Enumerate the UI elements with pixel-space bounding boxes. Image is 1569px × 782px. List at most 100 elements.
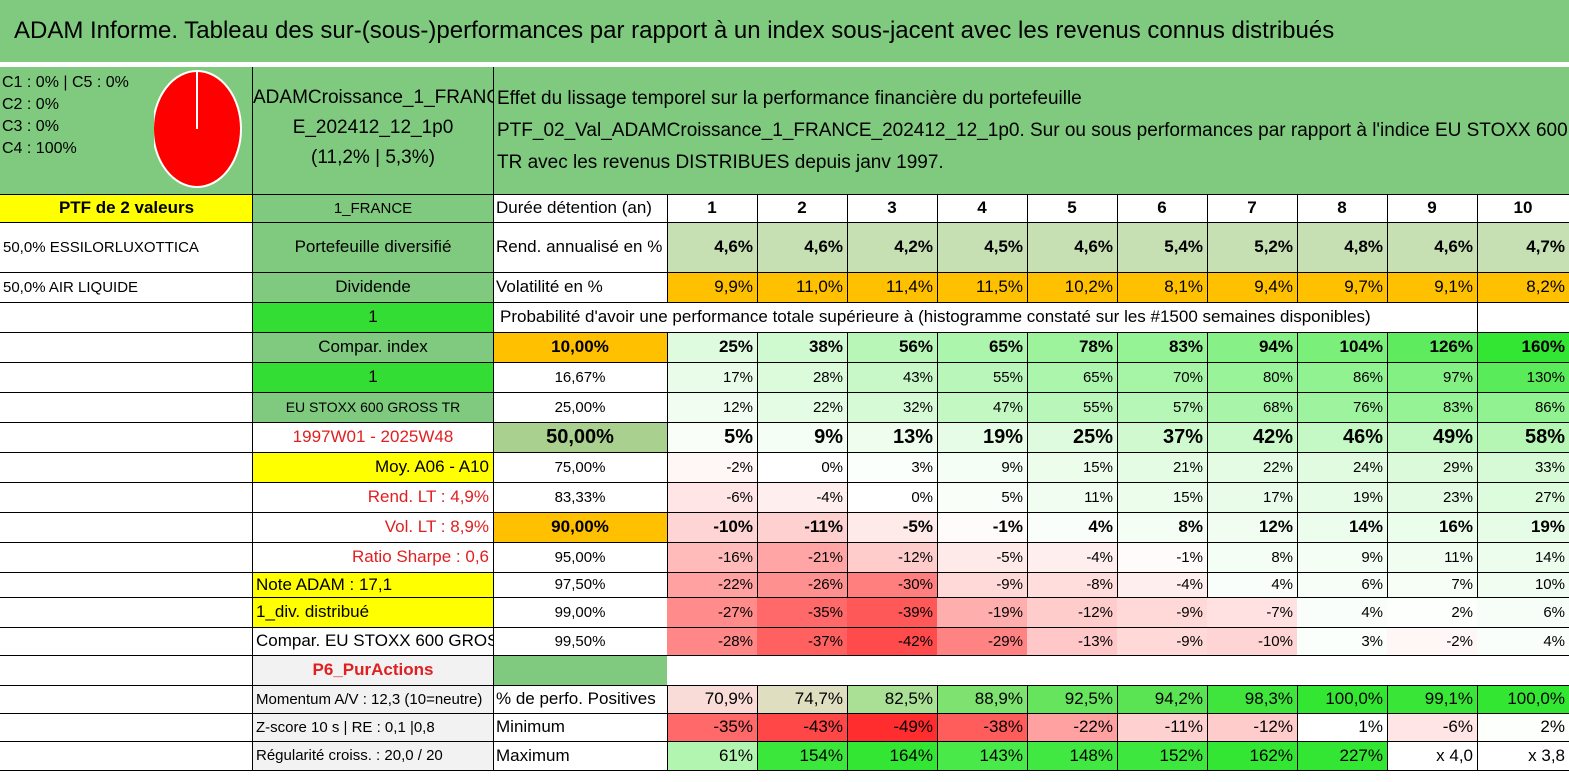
grid-line (0, 392, 1569, 393)
probability-value: -22% (667, 572, 757, 597)
probability-value: 86% (1297, 362, 1387, 392)
probability-value: -39% (847, 597, 937, 627)
probability-value: -4% (1117, 572, 1207, 597)
rend-value: 4,7% (1477, 222, 1569, 272)
maximum-value: 148% (1027, 741, 1117, 770)
probability-value: 10% (1477, 572, 1569, 597)
probability-value: 160% (1477, 332, 1569, 362)
maximum-value: x 4,0 (1387, 741, 1477, 770)
probability-value: 49% (1387, 422, 1477, 452)
header-band (0, 67, 1569, 194)
minimum-value: -35% (667, 713, 757, 741)
maximum-value: 162% (1207, 741, 1297, 770)
probability-value: -9% (937, 572, 1027, 597)
maximum-value: 164% (847, 741, 937, 770)
legend-c3: C3 : 0% (2, 118, 59, 135)
minimum-value: 2% (1477, 713, 1569, 741)
ptf-count-label: PTF de 2 valeurs (0, 194, 253, 222)
vol-value: 8,1% (1117, 272, 1207, 302)
probability-value: 7% (1387, 572, 1477, 597)
probability-value: -13% (1027, 627, 1117, 655)
probability-threshold: 95,00% (493, 542, 667, 572)
probability-value: 5% (937, 482, 1027, 512)
grid-line (757, 194, 758, 302)
diversifie-label: Portefeuille diversifié (253, 222, 493, 272)
probability-value: 97% (1387, 362, 1477, 392)
grid-line (0, 741, 1569, 742)
probability-value: 83% (1387, 392, 1477, 422)
legend-c1c5: C1 : 0% | C5 : 0% (2, 74, 129, 91)
probability-value: 8% (1207, 542, 1297, 572)
description-line2: PTF_02_Val_ADAMCroissance_1_FRANCE_20241… (497, 120, 1569, 141)
probability-value: -28% (667, 627, 757, 655)
probability-value: -8% (1027, 572, 1117, 597)
vol-value: 10,2% (1027, 272, 1117, 302)
minimum-label: Minimum (496, 717, 565, 736)
probability-value: 6% (1477, 597, 1569, 627)
probability-value: 27% (1477, 482, 1569, 512)
year-header: 6 (1157, 198, 1167, 217)
grid-line (757, 332, 758, 597)
legend-c4: C4 : 100% (2, 140, 77, 157)
probability-threshold: 10,00% (493, 332, 667, 362)
probability-value: -35% (757, 597, 847, 627)
grid-line (847, 685, 848, 770)
probability-value: 19% (937, 422, 1027, 452)
probability-value: -6% (667, 482, 757, 512)
rend-value: 4,2% (847, 222, 937, 272)
minimum-value: -11% (1117, 713, 1207, 741)
probability-value: -5% (937, 542, 1027, 572)
probability-value: -1% (1117, 542, 1207, 572)
probability-value: 15% (1027, 452, 1117, 482)
vol-value: 9,4% (1207, 272, 1297, 302)
proba-header: Probabilité d'avoir une performance tota… (500, 307, 1371, 326)
probability-value: -37% (757, 627, 847, 655)
probability-value: 94% (1207, 332, 1297, 362)
grid-line (0, 194, 1569, 195)
probability-value: -29% (937, 627, 1027, 655)
vol-label: Volatilité en % (496, 277, 603, 296)
minimum-value: -6% (1387, 713, 1477, 741)
vol-value: 11,0% (757, 272, 847, 302)
positives-value: 92,5% (1027, 685, 1117, 713)
probability-threshold: 90,00% (493, 512, 667, 542)
probability-value: 14% (1477, 542, 1569, 572)
probability-value: -2% (1387, 627, 1477, 655)
maximum-value: 143% (937, 741, 1027, 770)
dividende-label: Dividende (253, 272, 493, 302)
probability-value: 78% (1027, 332, 1117, 362)
vol-value: 8,2% (1477, 272, 1569, 302)
grid-line (847, 332, 848, 597)
grid-line (1477, 332, 1478, 597)
report-title: ADAM Informe. Tableau des sur-(sous-)per… (0, 0, 1569, 62)
year-header: 3 (887, 198, 897, 217)
probability-value: 22% (1207, 452, 1297, 482)
grid-line (0, 770, 1569, 771)
probability-threshold: 83,33% (493, 482, 667, 512)
probability-value: 29% (1387, 452, 1477, 482)
grid-line (1387, 194, 1388, 302)
probability-value: 25% (1027, 422, 1117, 452)
probability-value: 23% (1387, 482, 1477, 512)
probability-value: 126% (1387, 332, 1477, 362)
positives-value: 100,0% (1297, 685, 1387, 713)
grid-line (667, 194, 668, 302)
probability-threshold: 99,50% (493, 627, 667, 655)
vol-value: 9,9% (667, 272, 757, 302)
probability-value: 56% (847, 332, 937, 362)
description: Effet du lissage temporel sur la perform… (495, 67, 1569, 194)
probability-value: -26% (757, 572, 847, 597)
p6-empty (493, 655, 667, 685)
probability-value: 4% (1297, 597, 1387, 627)
probability-value: 4% (1207, 572, 1297, 597)
probability-value: 12% (1207, 512, 1297, 542)
probability-threshold: 16,67% (493, 362, 667, 392)
probability-value: 65% (1027, 362, 1117, 392)
probability-value: -9% (1117, 627, 1207, 655)
regularite-label: Régularité croiss. : 20,0 / 20 (253, 741, 493, 770)
vol-value: 9,1% (1387, 272, 1477, 302)
grid-line (1207, 332, 1208, 597)
zscore-label: Z-score 10 s | RE : 0,1 |0,8 (253, 713, 493, 741)
mid-label-one_b: 1 (253, 362, 493, 392)
allocation-pie-chart (154, 70, 242, 188)
